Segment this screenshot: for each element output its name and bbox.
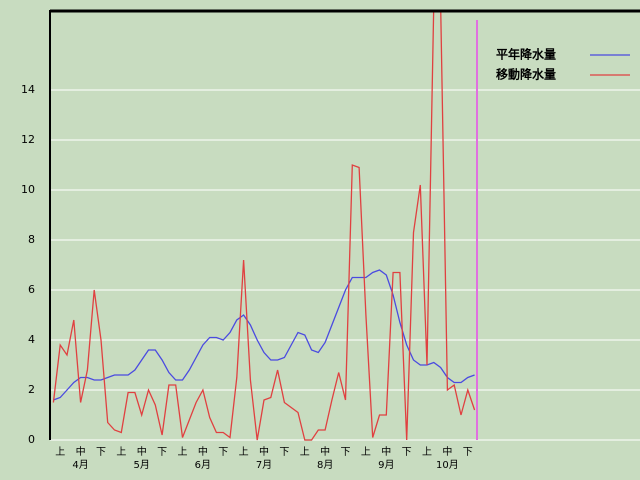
- x-tick-label: 下: [341, 447, 351, 458]
- month-label: 4月: [72, 459, 88, 471]
- x-tick-label: 上: [55, 446, 65, 458]
- x-tick-label: 中: [137, 445, 147, 458]
- x-tick-label: 上: [361, 446, 371, 458]
- x-tick-label: 下: [463, 447, 473, 458]
- x-tick-label: 中: [442, 445, 452, 458]
- x-tick-label: 中: [259, 445, 269, 458]
- legend-label: 移動降水量: [496, 67, 556, 82]
- series-line: [52, 10, 476, 441]
- legend-label: 平年降水量: [496, 47, 556, 62]
- y-tick-label: 0: [28, 433, 35, 446]
- y-tick-label: 4: [28, 333, 35, 346]
- y-tick-label: 12: [21, 133, 35, 146]
- y-tick-label: 8: [28, 233, 35, 246]
- x-tick-label: 上: [300, 446, 310, 458]
- x-tick-label: 上: [116, 446, 126, 458]
- x-tick-label: 中: [381, 445, 391, 458]
- y-tick-label: 14: [21, 83, 35, 96]
- x-tick-label: 中: [76, 445, 86, 458]
- month-label: 7月: [256, 459, 272, 471]
- x-tick-label: 下: [218, 447, 228, 458]
- y-tick-label: 2: [28, 383, 35, 396]
- x-tick-label: 中: [320, 445, 330, 458]
- x-tick-label: 下: [157, 447, 167, 458]
- y-tick-label: 6: [28, 283, 35, 296]
- x-tick-label: 中: [198, 445, 208, 458]
- x-tick-label: 下: [96, 447, 106, 458]
- month-label: 5月: [134, 459, 150, 471]
- month-label: 10月: [436, 459, 459, 471]
- month-label: 8月: [317, 459, 333, 471]
- series-line: [53, 269, 475, 401]
- x-tick-label: 下: [402, 447, 412, 458]
- x-tick-label: 上: [422, 446, 432, 458]
- x-tick-label: 上: [239, 446, 249, 458]
- month-label: 9月: [378, 459, 394, 471]
- y-tick-label: 10: [21, 183, 35, 196]
- x-tick-label: 下: [279, 447, 289, 458]
- x-tick-label: 上: [177, 446, 187, 458]
- month-label: 6月: [195, 459, 211, 471]
